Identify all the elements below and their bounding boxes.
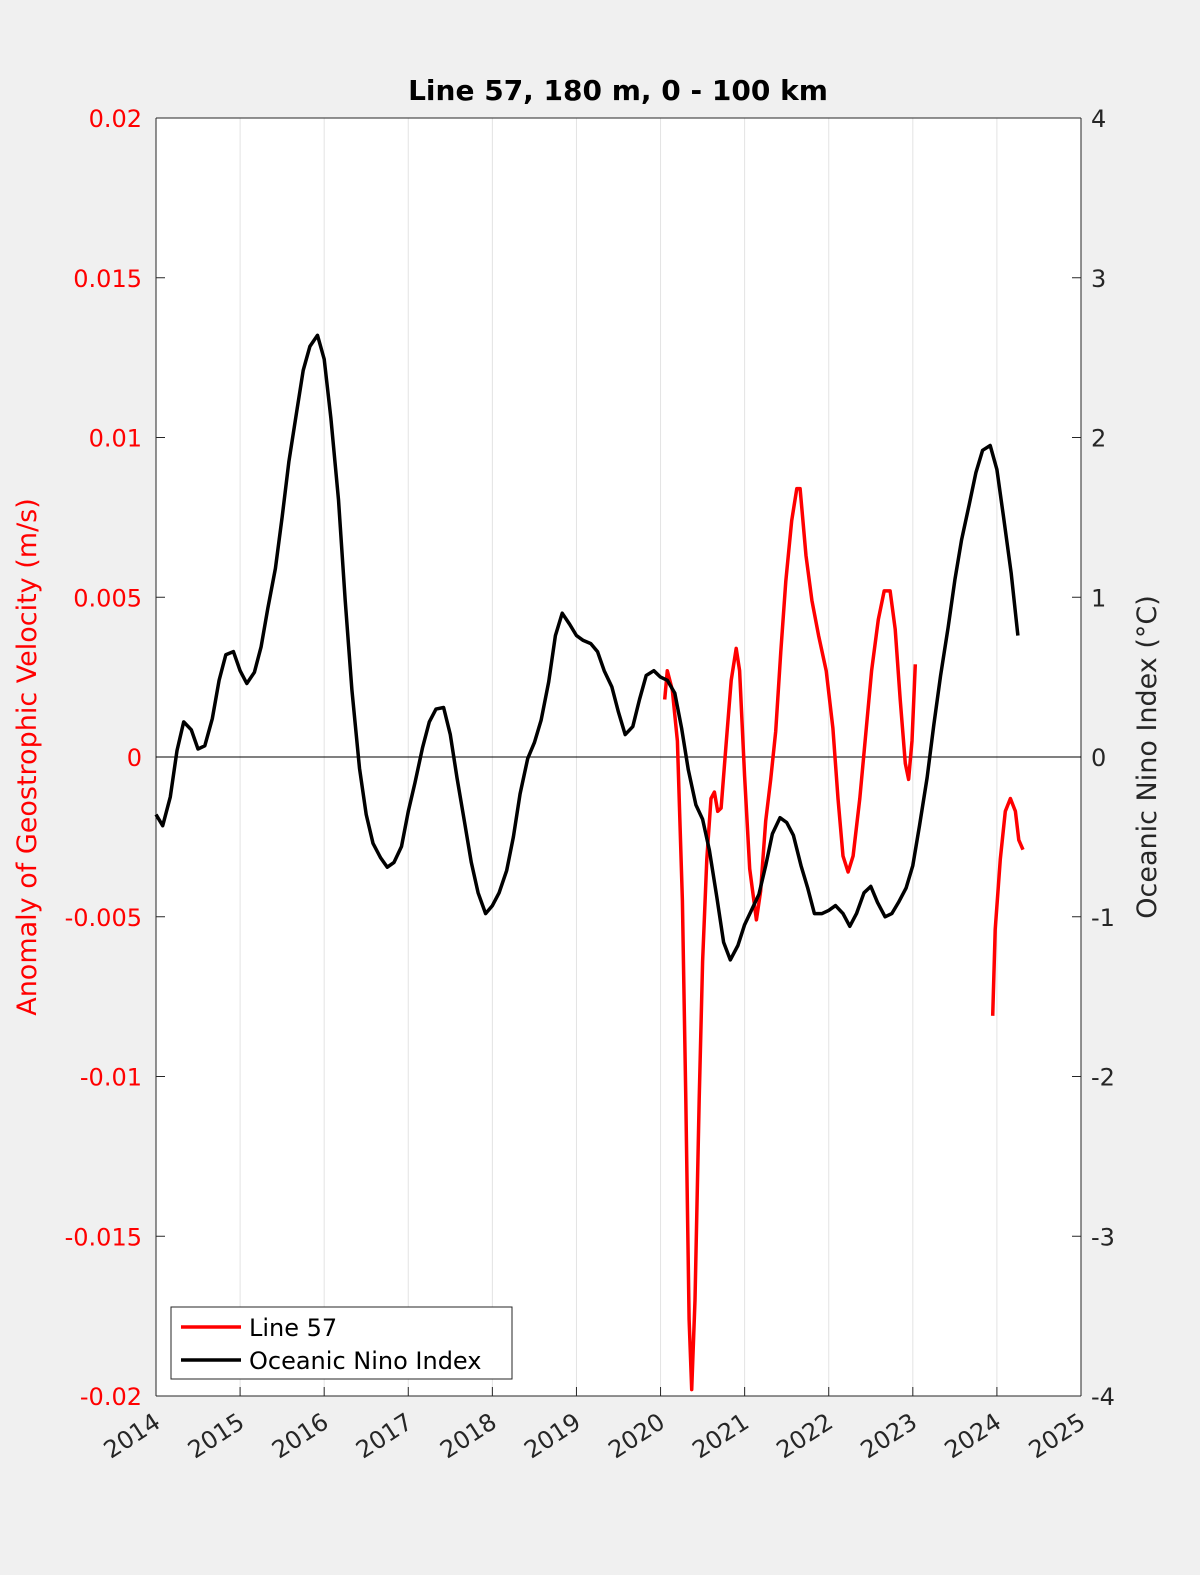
y2-tick-label: -2 xyxy=(1091,1064,1115,1092)
y-tick-label: 0.005 xyxy=(73,584,142,612)
y2-tick-label: 2 xyxy=(1091,425,1106,453)
legend: Line 57 Oceanic Nino Index xyxy=(170,1306,513,1380)
y-tick-label: 0.015 xyxy=(73,265,142,293)
data-line xyxy=(154,333,1020,962)
chart-title: Line 57, 180 m, 0 - 100 km xyxy=(408,74,828,107)
y-tick-label: 0 xyxy=(127,744,142,772)
y-tick-label: 0.02 xyxy=(89,105,142,133)
y-tick-label: 0.01 xyxy=(89,425,142,453)
y2-tick-label: 0 xyxy=(1091,744,1106,772)
y-tick-label: -0.015 xyxy=(65,1223,142,1251)
y2-tick-label: -3 xyxy=(1091,1223,1115,1251)
y2-tick-label: -4 xyxy=(1091,1383,1115,1411)
y-tick-label: -0.005 xyxy=(65,904,142,932)
y-tick-label: -0.01 xyxy=(80,1064,142,1092)
legend-label: Oceanic Nino Index xyxy=(249,1347,481,1375)
y2-tick-label: 3 xyxy=(1091,265,1106,293)
legend-label: Line 57 xyxy=(249,1314,337,1342)
y-tick-label: -0.02 xyxy=(80,1383,142,1411)
data-line xyxy=(662,486,1025,1392)
y2-tick-label: 4 xyxy=(1091,105,1106,133)
y2-tick-label: 1 xyxy=(1091,584,1106,612)
legend-box xyxy=(170,1306,513,1380)
y-axis-label: Anomaly of Geostrophic Velocity (m/s) xyxy=(12,498,43,1016)
y2-tick-label: -1 xyxy=(1091,904,1115,932)
y2-axis-label: Oceanic Nino Index (°C) xyxy=(1132,595,1163,919)
